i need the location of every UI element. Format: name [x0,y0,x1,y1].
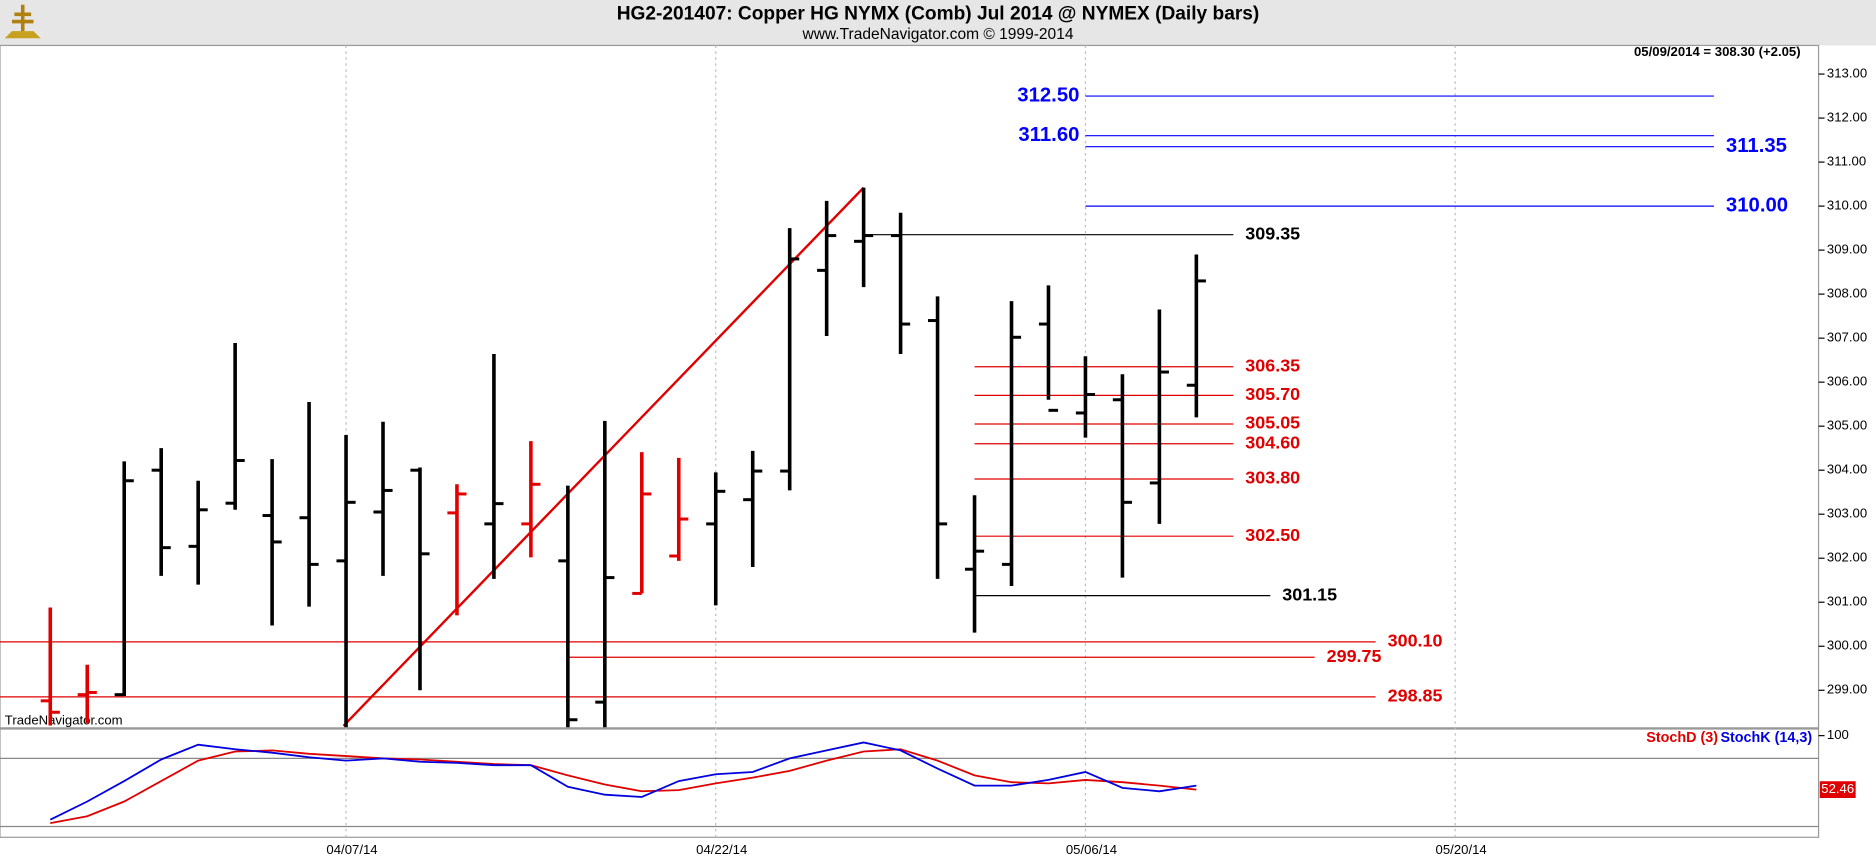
chart-subtitle: www.TradeNavigator.com © 1999-2014 [801,26,1073,43]
level-label: 306.35 [1245,355,1300,375]
value-tag [1819,781,1856,798]
last-quote: 05/09/2014 = 308.30 (+2.05) [1634,44,1801,59]
level-label: 312.50 [1017,84,1079,106]
level-label: 310.00 [1726,194,1788,216]
level-label: 304.60 [1245,433,1300,453]
y-tick-label: 300.00 [1827,638,1867,653]
level-label: 305.05 [1245,413,1300,433]
plot-bg [0,44,1820,838]
level-label: 300.10 [1388,631,1443,651]
y-tick-label: 306.00 [1827,374,1867,389]
level-label: 302.50 [1245,525,1300,545]
legend-entry: StochK (14,3) [1720,730,1812,746]
legend-entry: StochD (3) [1646,730,1718,746]
x-tick-label: 04/07/14 [326,842,377,857]
level-label: 298.85 [1388,686,1443,706]
y-tick-label: 310.00 [1827,198,1867,213]
y-tick-label: 100 [1827,727,1849,742]
level-label: 309.35 [1245,223,1300,243]
y-tick-label: 302.00 [1827,550,1867,565]
x-tick-label: 05/20/14 [1436,842,1487,857]
y-tick-label: 312.00 [1827,110,1867,125]
level-label: 305.70 [1245,384,1300,404]
y-tick-label: 313.00 [1827,66,1867,81]
logo [4,4,41,39]
stoch-line [50,748,1197,824]
watermark: TradeNavigator.com [5,713,123,728]
header-bg [0,0,1876,46]
y-tick-label: 311.00 [1827,154,1866,169]
y-tick-label: 299.00 [1827,682,1867,697]
x-tick-label: 05/06/14 [1066,842,1117,857]
y-tick-label: 304.00 [1827,462,1867,477]
level-label: 311.60 [1018,124,1079,146]
y-tick-label: 307.00 [1827,330,1867,345]
level-label: 303.80 [1245,468,1300,488]
y-tick-label: 309.00 [1827,242,1867,257]
y-tick-label: 303.00 [1827,506,1867,521]
chart-title: HG2-201407: Copper HG NYMX (Comb) Jul 20… [617,3,1260,24]
x-tick-label: 04/22/14 [696,842,747,857]
y-tick-label: 301.00 [1827,594,1867,609]
stoch-line [49,741,1197,821]
value-tag-label: 52.46 [1821,781,1854,796]
y-tick-label: 305.00 [1827,418,1867,433]
y-tick-label: 308.00 [1827,286,1867,301]
level-label: 301.15 [1282,584,1337,604]
level-label: 311.35 [1726,135,1787,157]
level-label: 299.75 [1327,646,1382,666]
